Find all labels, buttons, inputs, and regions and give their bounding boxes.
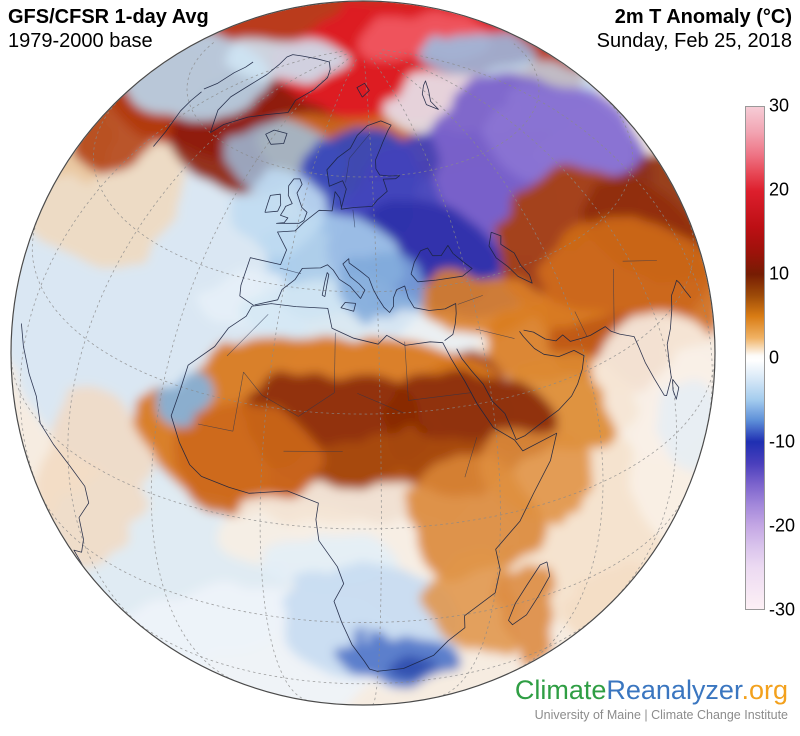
header-left: GFS/CFSR 1-day Avg 1979-2000 base: [8, 5, 209, 53]
country-borders: [197, 133, 657, 478]
colorbar-tick-label: 30: [769, 95, 790, 116]
coastlines: [21, 54, 692, 672]
temperature-colorbar: [745, 106, 765, 610]
globe-limb: [10, 0, 716, 706]
brand-climate: Climate: [514, 675, 607, 705]
brand-reanalyzer: Reanalyzer: [606, 675, 742, 705]
climate-reanalyzer-logo-link[interactable]: ClimateReanalyzer.org: [515, 675, 788, 706]
institute-subtitle: University of Maine | Climate Change Ins…: [534, 708, 788, 722]
brand-org: .org: [741, 675, 788, 705]
colorbar-tick-label: -20: [769, 515, 796, 536]
footer: ClimateReanalyzer.org University of Main…: [515, 675, 788, 722]
colorbar-tick-label: -10: [769, 431, 796, 452]
model-title: GFS/CFSR 1-day Avg: [8, 6, 209, 28]
header-right: 2m T Anomaly (°C) Sunday, Feb 25, 2018: [597, 5, 792, 53]
colorbar-tick-labels: 30 20 10 0 -10 -20 -30: [769, 96, 800, 620]
baseline-subtitle: 1979-2000 base: [8, 30, 153, 52]
colorbar-tick-label: -30: [769, 599, 796, 620]
graticule: [11, 42, 715, 705]
colorbar-tick-label: 20: [769, 179, 790, 200]
variable-title: 2m T Anomaly (°C): [614, 6, 792, 28]
date-subtitle: Sunday, Feb 25, 2018: [596, 30, 792, 52]
colorbar-tick-label: 10: [769, 263, 790, 284]
colorbar-tick-label: 0: [769, 347, 780, 368]
